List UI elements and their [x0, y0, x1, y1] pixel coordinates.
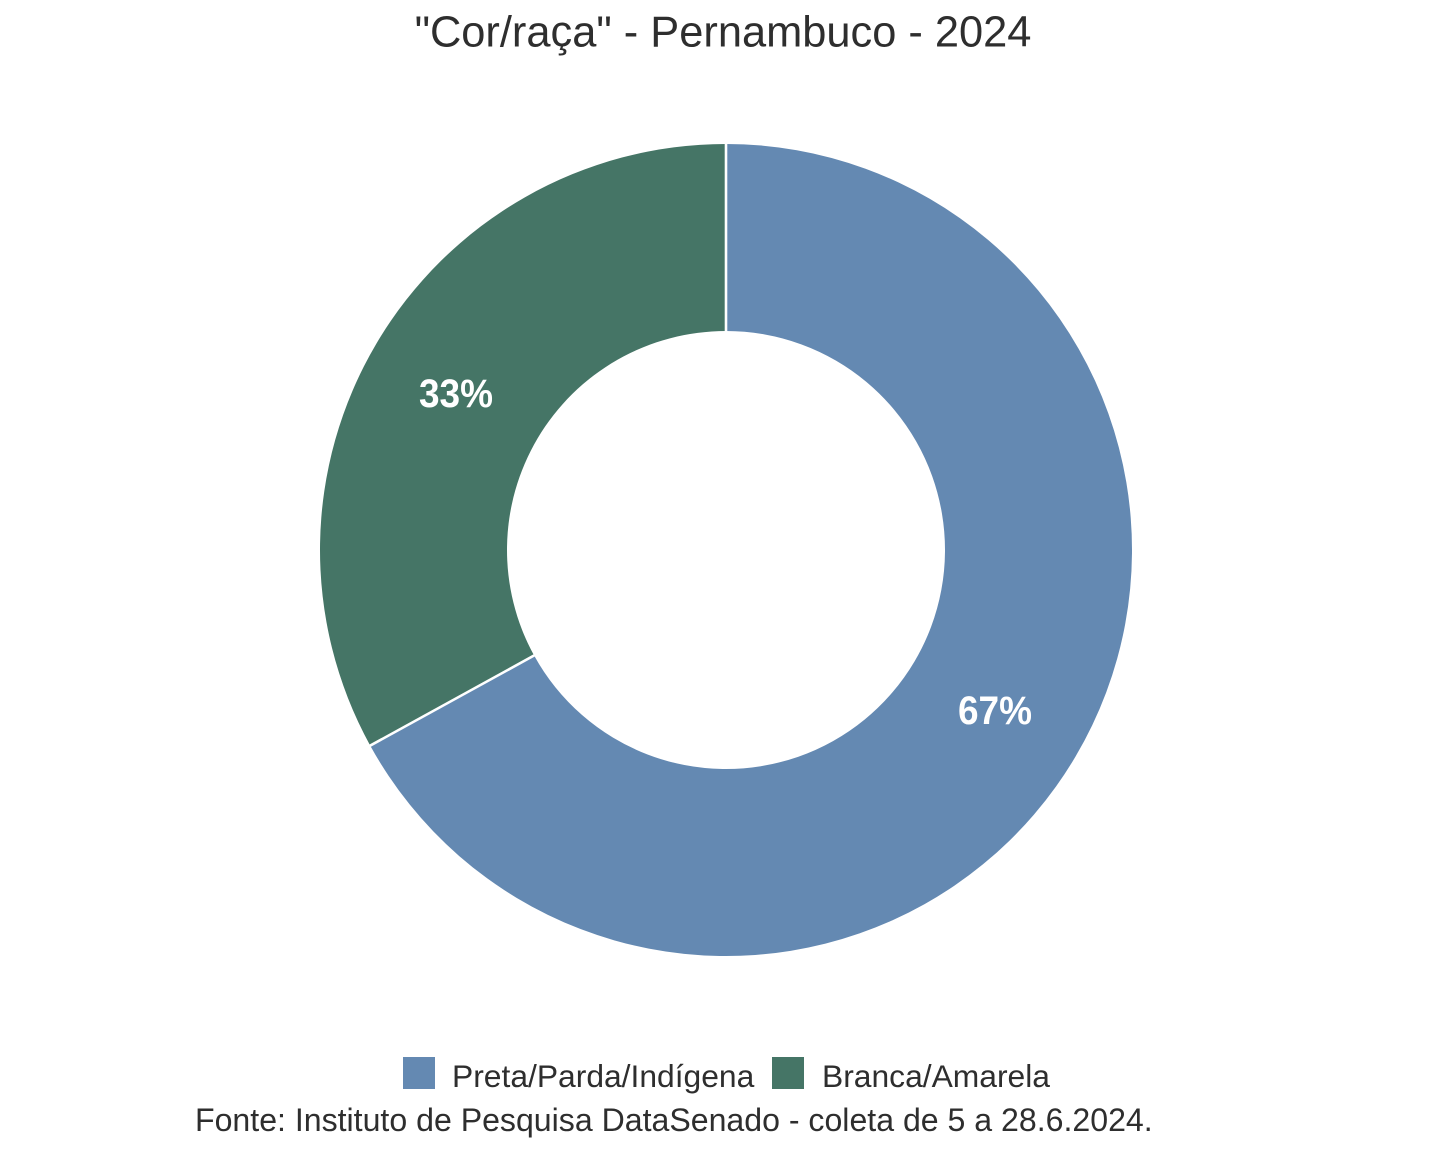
- svg-text:Fonte: Instituto de Pesquisa D: Fonte: Instituto de Pesquisa DataSenado …: [195, 1102, 1153, 1138]
- svg-text:67%: 67%: [958, 689, 1032, 733]
- svg-text:Branca/Amarela: Branca/Amarela: [822, 1058, 1050, 1094]
- svg-text:"Cor/raça" - Pernambuco - 2024: "Cor/raça" - Pernambuco - 2024: [415, 9, 1032, 57]
- svg-text:33%: 33%: [419, 372, 493, 416]
- svg-text:Preta/Parda/Indígena: Preta/Parda/Indígena: [452, 1058, 755, 1094]
